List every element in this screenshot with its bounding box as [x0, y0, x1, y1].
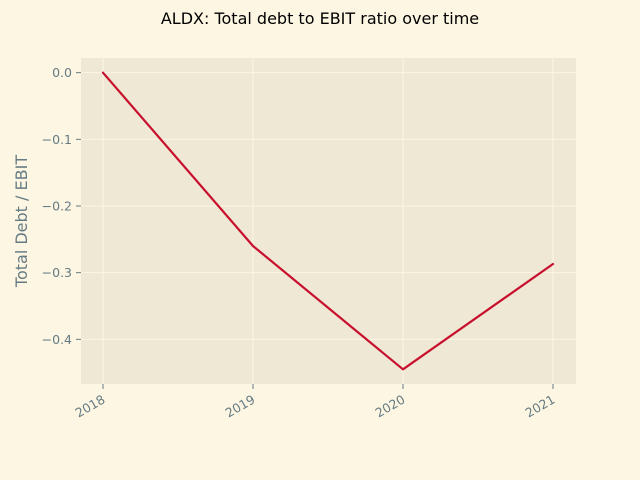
plot-area [81, 58, 576, 384]
y-tick-label: −0.2 [42, 199, 72, 214]
series-line [101, 71, 555, 371]
x-tick-label: 2018 [72, 392, 107, 421]
y-tick-label: −0.3 [42, 265, 72, 280]
axis-ticks [76, 72, 554, 389]
y-tick-label: −0.1 [42, 132, 72, 147]
x-tick-label: 2019 [222, 392, 257, 421]
y-tick-label: 0.0 [52, 65, 72, 80]
y-axis-label: Total Debt / EBIT [12, 155, 31, 288]
x-tick-label: 2021 [522, 392, 557, 421]
x-tick-label: 2020 [372, 392, 407, 421]
y-tick-label: −0.4 [42, 332, 72, 347]
chart-title: ALDX: Total debt to EBIT ratio over time [161, 9, 479, 28]
grid-lines [81, 58, 576, 384]
series-layer [101, 71, 555, 371]
